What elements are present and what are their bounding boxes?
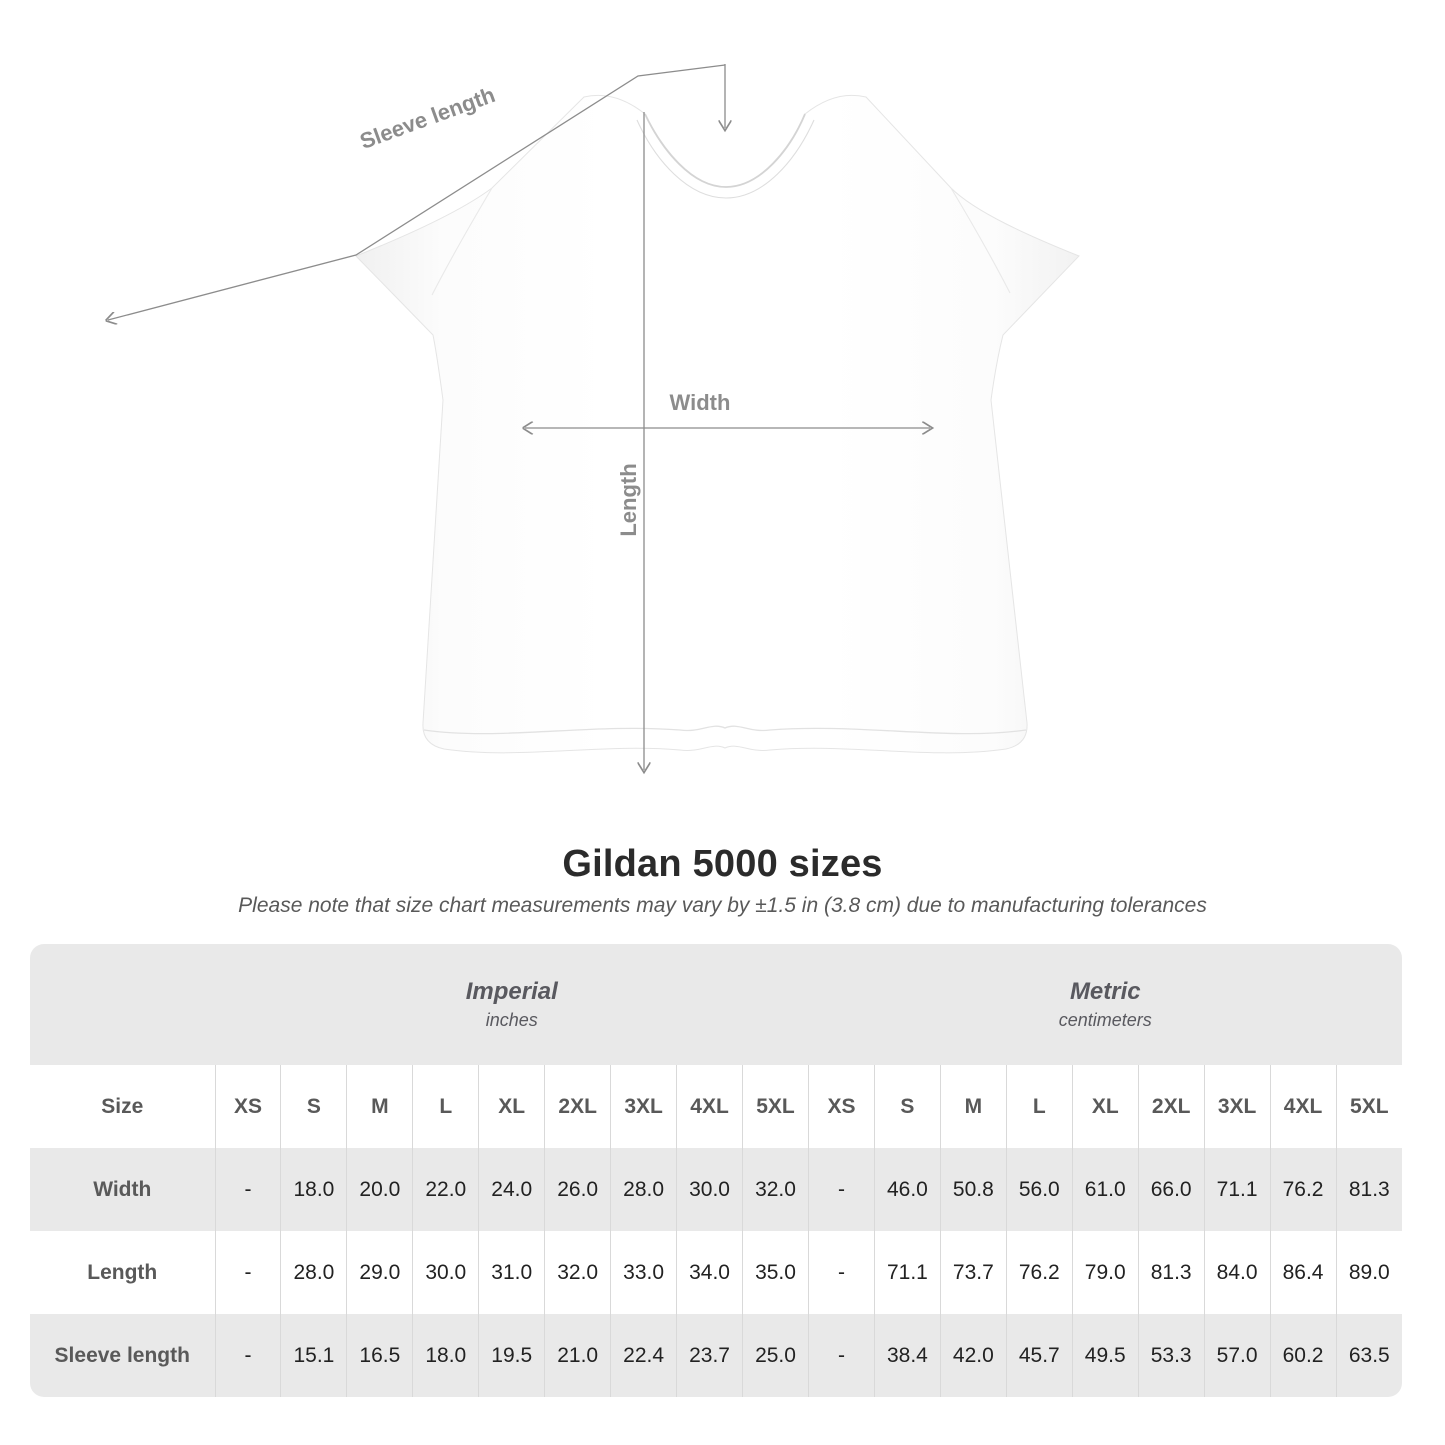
svg-text:Sleeve length: Sleeve length xyxy=(357,82,499,154)
svg-text:Length: Length xyxy=(616,463,641,536)
svg-text:Width: Width xyxy=(670,390,731,415)
